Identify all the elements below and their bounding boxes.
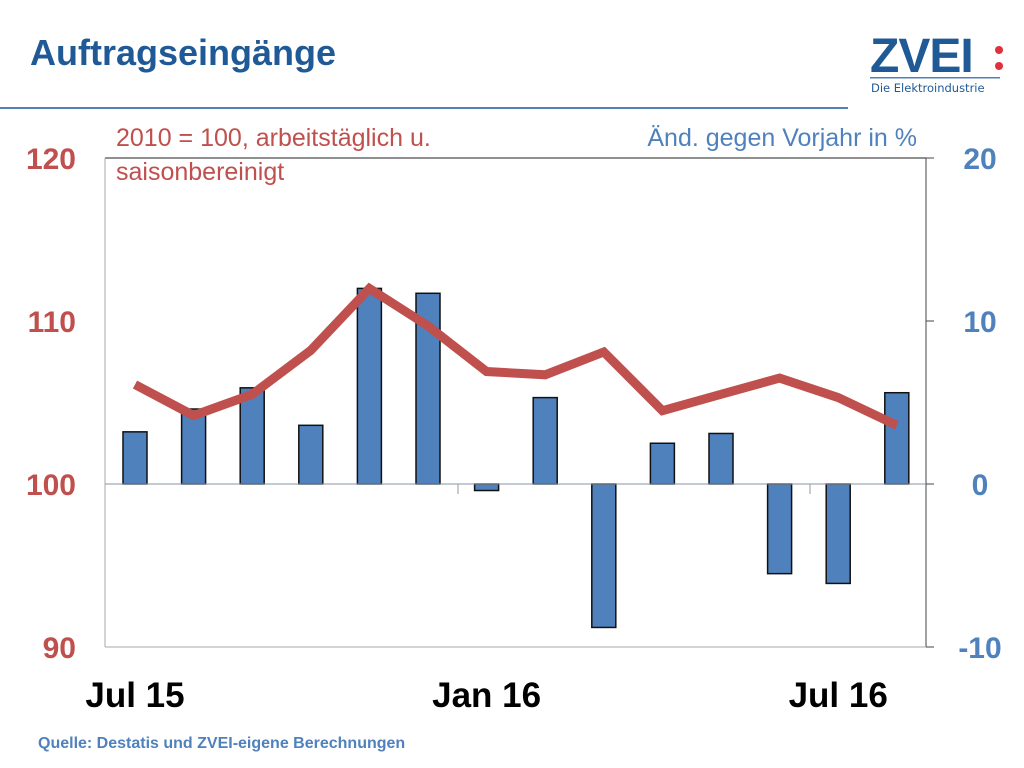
bar-sep-15 [239,387,265,485]
zvei-logo: ZVEI Die Elektroindustrie [870,30,1003,95]
right-axis-label: 0 [972,469,989,502]
bar-aug-15 [180,408,207,485]
bar-nov-15 [356,287,383,485]
bar-jan-16 [473,483,500,492]
bar-jul-16 [825,483,851,585]
right-axis-label: 10 [963,306,996,339]
bar-jun-16 [766,483,793,575]
bar-feb-16 [532,396,558,485]
svg-text:ZVEI: ZVEI [870,30,973,83]
line-series-index [132,282,899,430]
x-axis-label: Jan 16 [432,676,541,715]
bar-jul-15 [122,431,148,485]
right-axis-label: -10 [958,632,1001,665]
x-axis-label: Jul 15 [85,676,184,715]
x-axis-label: Jul 16 [789,676,888,715]
left-axis-title: saisonbereinigt [116,158,284,186]
svg-text:Die Elektroindustrie: Die Elektroindustrie [871,81,985,95]
title-divider [0,107,848,109]
bar-mär-16 [591,483,617,629]
left-axis-label: 120 [26,143,76,176]
left-axis-label: 90 [43,632,76,665]
left-axis-label: 100 [26,469,76,502]
right-axis-label: 20 [963,143,996,176]
bar-apr-16 [649,442,676,485]
bar-aug-16 [884,391,910,485]
source-note: Quelle: Destatis und ZVEI-eigene Berechn… [38,735,406,752]
right-axis-title: Änd. gegen Vorjahr in % [647,124,917,152]
bar-okt-15 [298,424,324,485]
page-title: Auftragseingänge [30,32,337,73]
bar-mai-16 [708,432,734,485]
left-axis-title: 2010 = 100, arbeitstäglich u. [116,124,431,152]
left-axis-label: 110 [28,306,76,339]
